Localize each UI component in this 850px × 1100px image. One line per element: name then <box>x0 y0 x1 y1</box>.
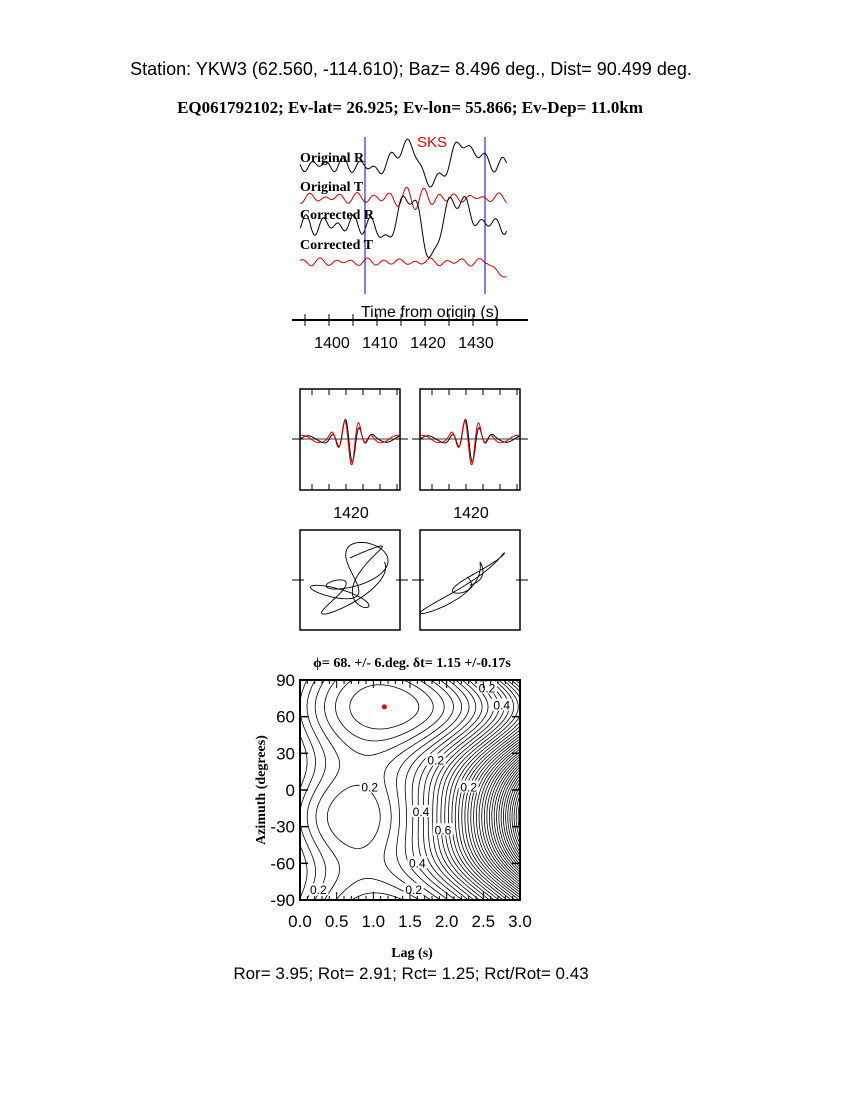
particle-motion-corrected <box>412 529 528 631</box>
contour-label-bg <box>425 753 446 766</box>
waveform-comparison-left <box>292 388 408 491</box>
contour-label: 0.2 <box>460 781 477 795</box>
seismogram-trace <box>300 186 507 211</box>
particle-motion-path <box>310 542 389 615</box>
x-tick-label: 0.0 <box>288 912 312 931</box>
contour-label-bg <box>477 681 497 694</box>
comparison-trace <box>299 418 401 463</box>
tick-label: 1420 <box>333 505 369 522</box>
tick-label: 1420 <box>453 505 489 522</box>
contour-label-bg <box>407 856 428 869</box>
comparison-trace <box>419 418 521 463</box>
contour-label: 0.2 <box>479 682 496 696</box>
trace-label: Original T <box>300 180 364 195</box>
contour-label-bg <box>491 698 512 711</box>
y-tick-label: 60 <box>276 708 295 727</box>
x-axis-label: Lag (s) <box>391 946 433 961</box>
waveform-panel: SKS Original R Original T Corrected R Co… <box>292 134 528 352</box>
x-tick-label: 2.0 <box>435 912 459 931</box>
x-tick-label: 1.5 <box>398 912 422 931</box>
y-tick-label: -30 <box>270 818 295 837</box>
contour-title: ϕ= 68. +/- 6.deg. δt= 1.15 +/-0.17s <box>313 656 511 671</box>
y-tick-label: 0 <box>286 781 295 800</box>
seismogram-trace <box>299 195 508 259</box>
contour-label: 0.4 <box>493 699 510 713</box>
contour-label: 0.6 <box>435 823 452 837</box>
trace-label: Original R <box>300 151 365 166</box>
contour-label: 0.2 <box>361 781 378 795</box>
x-tick-label: 3.0 <box>508 912 532 931</box>
contour-label: 0.2 <box>427 754 444 768</box>
trace-label: Corrected R <box>300 208 375 223</box>
contour-label-bg <box>403 883 424 896</box>
best-fit-marker <box>381 704 387 710</box>
trace-label: Corrected T <box>300 238 374 253</box>
contour-label-bg <box>458 780 479 793</box>
time-tick-label: 1420 <box>410 335 446 352</box>
time-axis-label: Time from origin (s) <box>361 304 499 321</box>
energy-contour-plot: 0.2 0.4 0.2 0.2 0.2 0.4 0.6 0.4 0.2 0.2 <box>299 679 521 901</box>
station-info: Station: YKW3 (62.560, -114.610); Baz= 8… <box>130 59 692 79</box>
contour-label-bg <box>433 823 453 836</box>
y-tick-label: 90 <box>276 671 295 690</box>
x-tick-label: 0.5 <box>325 912 349 931</box>
phase-label: SKS <box>417 134 447 151</box>
time-tick-label: 1410 <box>362 335 398 352</box>
time-tick-label: 1430 <box>458 335 494 352</box>
contour-label: 0.4 <box>409 856 426 870</box>
y-tick-label: -90 <box>270 891 295 910</box>
x-tick-label: 2.5 <box>472 912 496 931</box>
comparison-trace <box>419 419 521 466</box>
seismogram-trace <box>299 257 507 278</box>
seismogram-trace <box>299 138 508 188</box>
event-info: EQ061792102; Ev-lat= 26.925; Ev-lon= 55.… <box>177 98 643 117</box>
particle-motion-path <box>419 552 505 615</box>
contour-label: 0.4 <box>413 805 430 819</box>
y-tick-label: 30 <box>276 744 295 763</box>
contour-label-bg <box>308 883 329 896</box>
contour-label: 0.2 <box>405 883 422 897</box>
contour-label: 0.2 <box>310 883 327 897</box>
waveform-comparison-right <box>412 388 528 491</box>
contour-label-bg <box>359 780 380 793</box>
contour-label-bg <box>411 805 431 817</box>
y-tick-label: -60 <box>270 854 295 873</box>
x-tick-label: 1.0 <box>362 912 386 931</box>
particle-motion-original <box>292 529 408 631</box>
time-tick-label: 1400 <box>314 335 350 352</box>
energy-ratios: Ror= 3.95; Rot= 2.91; Rct= 1.25; Rct/Rot… <box>233 964 589 983</box>
y-axis-label: Azimuth (degrees) <box>254 735 269 845</box>
comparison-trace <box>299 419 401 466</box>
